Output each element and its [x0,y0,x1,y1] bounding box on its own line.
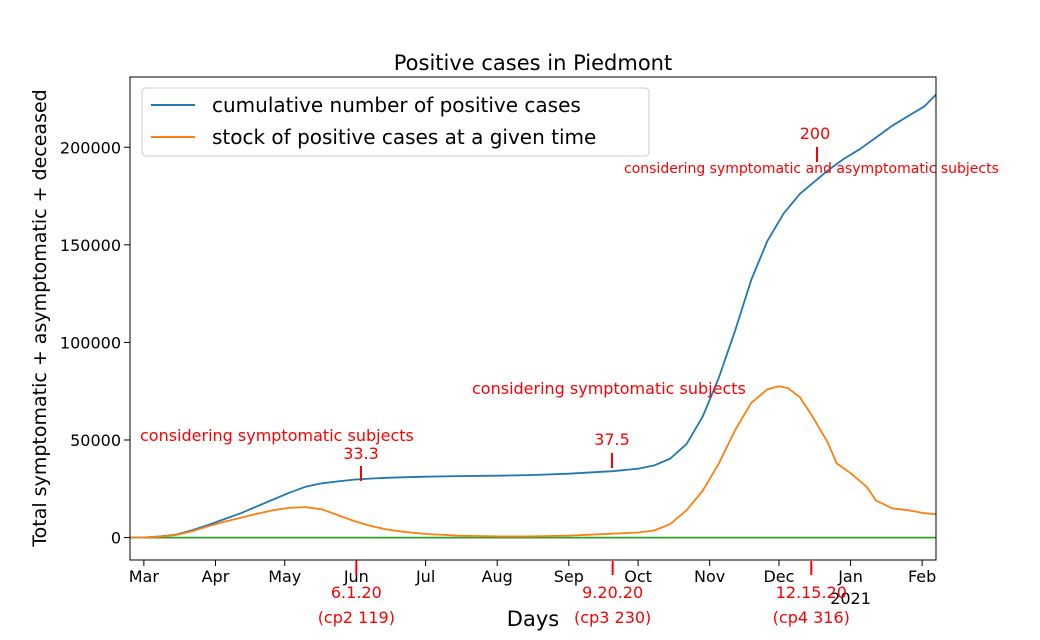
y-axis-label: Total symptomatic + asymptomatic + decea… [29,89,51,547]
x-tick-label: Jan [837,567,863,586]
y-tick-label: 50000 [70,431,121,450]
x-tick-label: Apr [202,567,230,586]
x-tick-year-label: 2021 [830,589,871,608]
date-marker-label: 6.1.20 [331,583,382,602]
date-marker-label: 12.15.20 [776,583,847,602]
annotation-symptomatic-asymptomatic: considering symptomatic and asymptomatic… [624,161,999,177]
series-line-stock [129,385,937,539]
series-layer [129,93,937,539]
annotation-mid-symptomatic: considering symptomatic subjects [472,379,746,398]
annotation-layer: considering symptomatic subjects 33.3 co… [140,124,999,481]
date-marker-label: 9.20.20 [582,583,643,602]
x-tick-label: Oct [624,567,652,586]
legend-box [141,87,650,157]
annotation-ratio-cp4: 200 [800,124,831,143]
series-line-cumulative [129,93,937,539]
annotation-ratio-cp2: 33.3 [343,444,379,463]
plot-area-frame [129,76,937,561]
y-tick-label: 0 [111,529,121,548]
y-tick-label: 200000 [60,138,121,157]
axes-layer: 0 50000 100000 150000 200000 Mar Apr May Jun Jul A… [60,76,937,608]
date-marker-note: (cp2 119) [318,608,395,627]
y-tick-label: 150000 [60,236,121,255]
y-tick-label: 100000 [60,333,121,352]
date-marker-note: (cp4 316) [773,608,850,627]
chart-title: Positive cases in Piedmont [394,51,672,75]
x-tick-label: Dec [763,567,794,586]
x-tick-label: Sep [554,567,584,586]
x-tick-label: Mar [129,567,160,586]
x-tick-label: Aug [482,567,513,586]
x-tick-label: Jul [415,567,435,586]
date-marker-layer: 6.1.20 (cp2 119) 9.20.20 (cp3 230) 12.15.20 (… [318,561,850,627]
legend: cumulative number of positive cases stoc… [141,87,650,157]
x-tick-label: May [268,567,301,586]
x-tick-label: Feb [908,567,936,586]
legend-label-cumulative: cumulative number of positive cases [212,93,581,117]
x-tick-label: Nov [694,567,725,586]
annotation-early-symptomatic: considering symptomatic subjects [140,426,414,445]
legend-label-stock: stock of positive cases at a given time [212,125,596,149]
x-axis-label: Days [507,607,559,631]
date-marker-note: (cp3 230) [574,608,651,627]
annotation-ratio-cp3: 37.5 [594,430,630,449]
x-tick-label: Jun [343,567,369,586]
